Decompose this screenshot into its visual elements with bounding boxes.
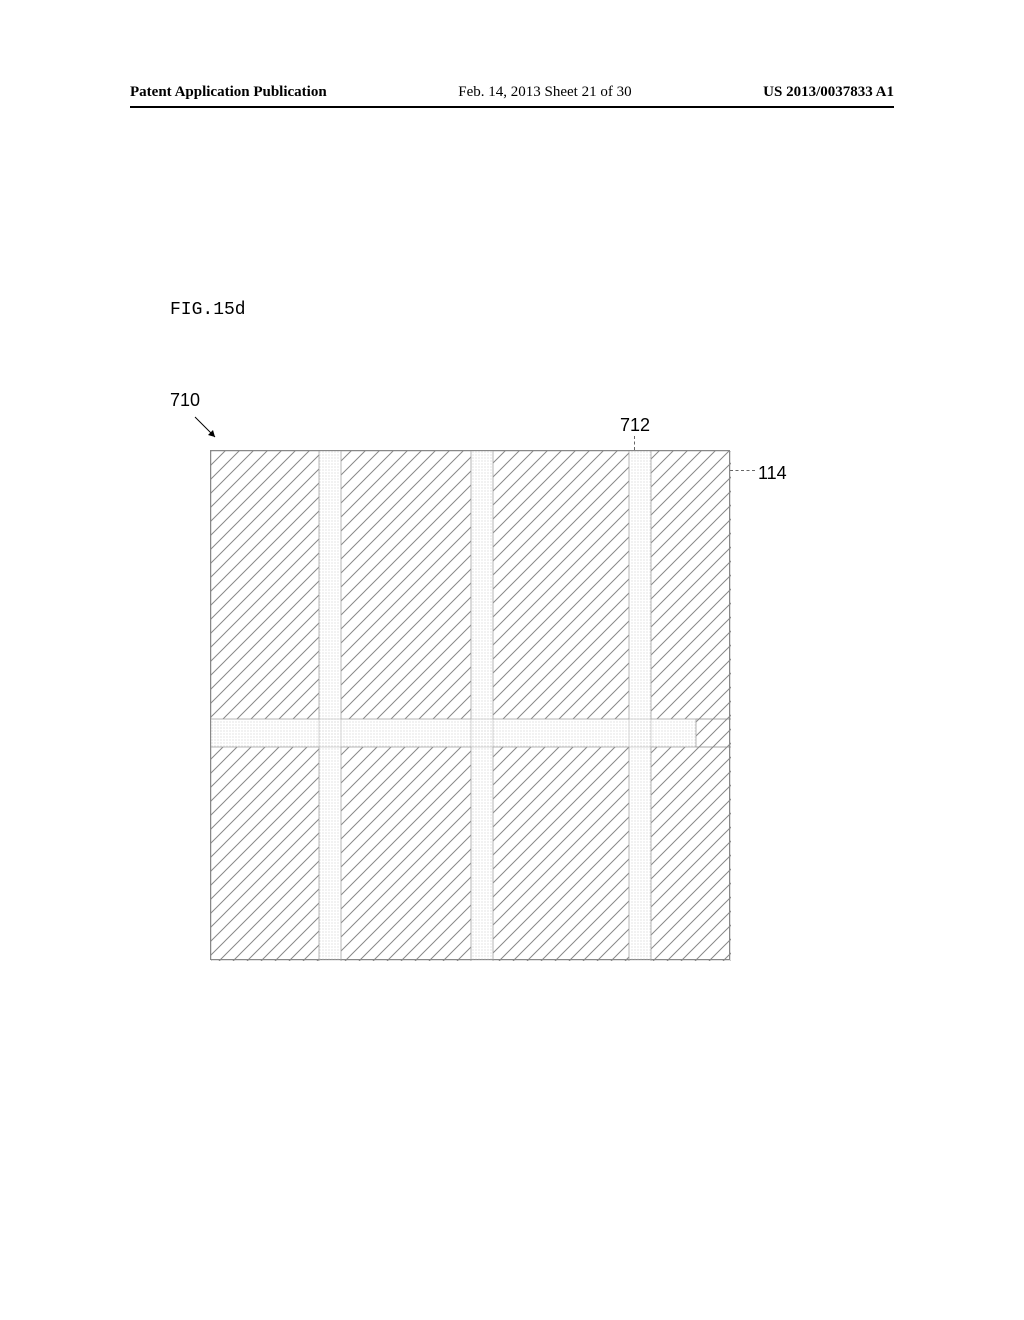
- header-divider: [130, 106, 894, 108]
- reference-label-712: 712: [620, 415, 650, 436]
- figure-svg: [211, 451, 731, 961]
- page-header: Patent Application Publication Feb. 14, …: [0, 84, 1024, 101]
- reference-label-710: 710: [170, 390, 200, 411]
- reference-label-114: 114: [758, 463, 787, 484]
- patent-figure-diagram: [210, 450, 730, 960]
- header-publication-type: Patent Application Publication: [130, 84, 327, 101]
- header-publication-number: US 2013/0037833 A1: [763, 84, 894, 101]
- header-date-sheet: Feb. 14, 2013 Sheet 21 of 30: [458, 84, 631, 101]
- leader-line-114: [730, 470, 755, 471]
- leader-arrow-710: [193, 415, 223, 445]
- leader-line-712: [634, 436, 635, 450]
- figure-identifier: FIG.15d: [170, 300, 246, 320]
